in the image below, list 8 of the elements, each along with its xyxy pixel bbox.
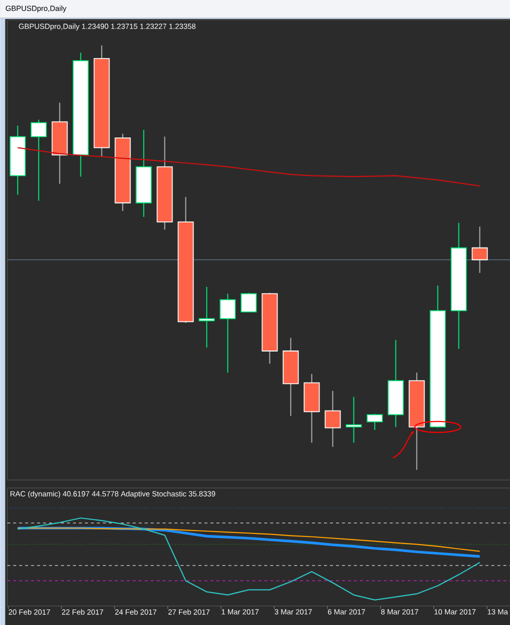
- candlestick: [198, 286, 215, 348]
- candlestick: [472, 226, 488, 274]
- candlestick: [346, 396, 362, 444]
- candlestick: [366, 413, 383, 430]
- candlestick: [30, 119, 47, 202]
- candlestick: [240, 292, 257, 312]
- candlestick: [324, 390, 341, 448]
- candlestick: [220, 293, 236, 374]
